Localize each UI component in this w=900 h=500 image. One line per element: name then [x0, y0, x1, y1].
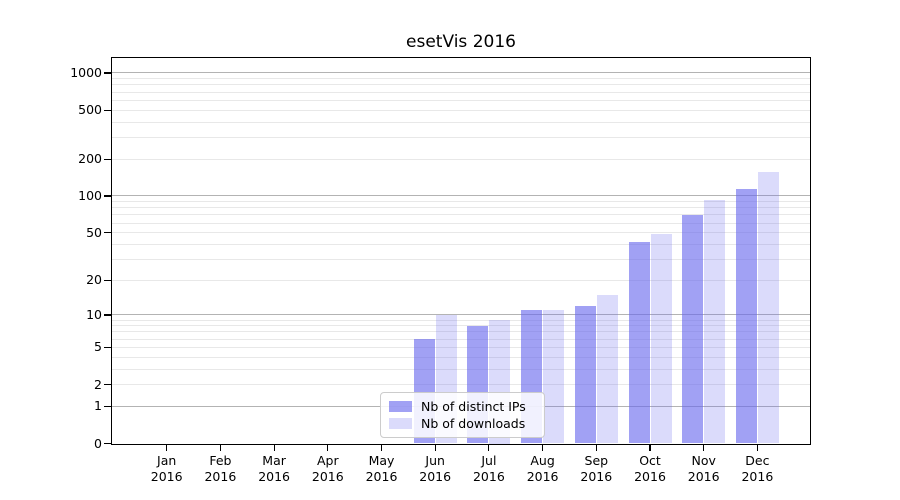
y-tick-label-1000: 1000 — [70, 64, 102, 80]
x-tick-label-sep: Sep 2016 — [580, 452, 613, 484]
y-tick-label-5: 5 — [94, 339, 102, 355]
x-tick-mark-apr — [327, 444, 329, 451]
chart-title: esetVis 2016 — [406, 32, 516, 52]
x-tick-mark-feb — [219, 444, 221, 451]
gridline-minor-600 — [112, 99, 810, 101]
gridline-minor-30 — [112, 258, 810, 260]
bar-distinct-ips-nov — [682, 214, 704, 444]
gridline-major-1000 — [112, 72, 810, 74]
gridline-minor-3 — [112, 368, 810, 370]
y-tick-mark-20 — [104, 279, 111, 281]
gridline-minor-500 — [112, 109, 810, 111]
gridline-minor-700 — [112, 91, 810, 93]
gridline-minor-8 — [112, 325, 810, 327]
gridline-minor-300 — [112, 136, 810, 138]
legend-entry-downloads: Nb of downloads — [389, 416, 536, 431]
y-tick-label-200: 200 — [78, 151, 102, 167]
plot-area — [111, 57, 811, 445]
y-tick-label-10: 10 — [86, 306, 102, 322]
gridline-minor-200 — [112, 158, 810, 160]
y-tick-mark-500 — [104, 109, 111, 111]
x-tick-mark-aug — [542, 444, 544, 451]
y-tick-label-20: 20 — [86, 272, 102, 288]
x-tick-label-apr: Apr 2016 — [311, 452, 344, 484]
legend-swatch-downloads — [389, 418, 412, 430]
bar-downloads-nov — [704, 200, 726, 444]
bar-distinct-ips-sep — [574, 305, 596, 444]
y-tick-mark-1 — [104, 405, 111, 407]
x-tick-label-nov: Nov 2016 — [687, 452, 720, 484]
y-tick-mark-50 — [104, 232, 111, 234]
gridline-minor-9 — [112, 319, 810, 321]
y-tick-mark-10 — [104, 314, 111, 316]
x-tick-mark-may — [380, 444, 383, 451]
gridline-minor-800 — [112, 84, 810, 86]
y-tick-label-2: 2 — [94, 376, 102, 392]
bar-downloads-dec — [757, 171, 779, 444]
x-tick-label-aug: Aug 2016 — [526, 452, 559, 484]
bar-distinct-ips-oct — [628, 241, 650, 444]
x-tick-mark-jun — [434, 444, 436, 451]
y-tick-mark-0 — [104, 443, 111, 445]
gridline-minor-400 — [112, 121, 810, 123]
gridline-minor-50 — [112, 232, 810, 234]
legend-label-downloads: Nb of downloads — [421, 416, 526, 432]
legend-swatch-distinct-ips — [389, 400, 412, 412]
gridline-minor-6 — [112, 338, 810, 340]
y-tick-mark-200 — [104, 158, 111, 160]
bar-downloads-aug — [543, 310, 565, 444]
gridline-minor-80 — [112, 207, 810, 209]
y-tick-mark-100 — [104, 195, 111, 197]
gridline-minor-60 — [112, 222, 810, 224]
legend-entry-distinct-ips: Nb of distinct IPs — [389, 399, 536, 414]
gridline-major-100 — [112, 195, 810, 197]
legend-label-distinct-ips: Nb of distinct IPs — [421, 398, 526, 414]
x-tick-mark-oct — [649, 444, 651, 451]
y-tick-mark-1000 — [104, 72, 111, 74]
x-tick-label-dec: Dec 2016 — [741, 452, 774, 484]
x-tick-mark-jan — [166, 444, 168, 451]
x-tick-label-feb: Feb 2016 — [204, 452, 237, 484]
y-tick-label-1: 1 — [94, 398, 102, 414]
x-tick-mark-dec — [756, 444, 758, 451]
gridline-minor-40 — [112, 243, 810, 245]
x-tick-mark-jul — [488, 444, 490, 451]
gridline-minor-900 — [112, 78, 810, 80]
gridline-minor-90 — [112, 201, 810, 203]
x-tick-mark-mar — [273, 444, 275, 451]
y-tick-label-500: 500 — [78, 102, 102, 118]
bar-distinct-ips-dec — [735, 189, 757, 444]
x-tick-mark-sep — [595, 444, 597, 451]
y-tick-mark-5 — [104, 346, 111, 349]
y-tick-mark-2 — [104, 384, 111, 386]
x-tick-label-jul: Jul 2016 — [472, 452, 505, 484]
x-tick-label-mar: Mar 2016 — [258, 452, 290, 484]
x-tick-label-jan: Jan 2016 — [150, 452, 183, 484]
gridline-major-10 — [112, 314, 810, 316]
x-tick-label-may: May 2016 — [365, 452, 398, 484]
gridline-minor-70 — [112, 214, 810, 216]
legend: Nb of distinct IPs Nb of downloads — [380, 392, 545, 438]
gridline-minor-4 — [112, 356, 810, 358]
gridline-minor-20 — [112, 279, 810, 281]
gridline-minor-2 — [112, 384, 810, 386]
y-tick-label-50: 50 — [86, 224, 102, 240]
y-tick-label-0: 0 — [94, 435, 102, 451]
x-tick-label-jun: Jun 2016 — [419, 452, 452, 484]
x-tick-label-oct: Oct 2016 — [634, 452, 666, 484]
bar-downloads-oct — [650, 233, 672, 444]
gridline-minor-7 — [112, 331, 810, 333]
y-tick-label-100: 100 — [78, 187, 102, 203]
bar-downloads-sep — [596, 294, 618, 444]
gridline-minor-5 — [112, 346, 810, 348]
x-tick-mark-nov — [703, 444, 705, 451]
